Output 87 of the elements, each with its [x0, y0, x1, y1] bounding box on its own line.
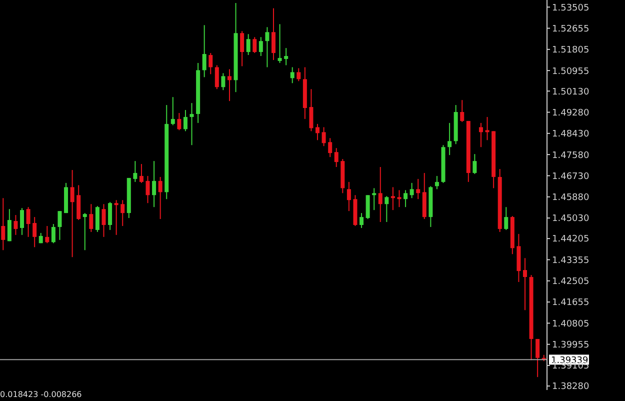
candlestick [20, 208, 24, 236]
candlestick [190, 102, 194, 146]
candlestick [265, 26, 270, 68]
candlestick [102, 204, 106, 238]
candlestick [70, 169, 74, 258]
candlestick [404, 190, 408, 208]
candlestick [309, 88, 314, 132]
candlestick [82, 212, 87, 251]
candlestick [114, 200, 118, 236]
candlestick [108, 202, 112, 230]
candlestick [366, 194, 370, 220]
y-tick-label: 1.38280 [552, 382, 590, 392]
y-tick-label: 1.45880 [552, 193, 590, 204]
candlestick [95, 206, 100, 232]
candlestick [322, 126, 326, 147]
candlestick [58, 210, 62, 240]
y-tick-label: 1.48430 [552, 130, 590, 140]
y-tick-label: 1.45030 [552, 214, 590, 224]
candlestick [372, 188, 376, 211]
candlestick [14, 214, 18, 236]
candlestick [434, 175, 439, 190]
text: 0.018423 -0.008266 [0, 390, 82, 400]
candlestick [296, 68, 301, 82]
y-tick-label: 1.39105 [552, 362, 590, 372]
y-tick-label: 1.46730 [552, 172, 590, 182]
candlestick [7, 208, 12, 242]
candlestick [1, 198, 6, 251]
candlestick [410, 182, 414, 199]
candlestick [448, 122, 452, 156]
candlestick [258, 36, 263, 56]
candlestick [346, 181, 351, 212]
candlestick [214, 64, 219, 90]
candlestick [183, 110, 188, 132]
candlestick [158, 176, 162, 220]
y-tick-label: 1.41655 [552, 298, 590, 308]
y-tick-label: 1.50130 [552, 87, 590, 98]
candlestick [316, 123, 320, 141]
candlestick [32, 216, 37, 248]
y-tick-label: 1.53505 [552, 3, 590, 14]
candlestick [177, 112, 182, 131]
candlestick [504, 206, 508, 230]
candlestick [252, 36, 257, 54]
y-tick-label: 1.49280 [552, 108, 590, 118]
candlestick [460, 100, 464, 122]
y-tick-label: 1.51805 [552, 46, 590, 56]
candlestick [202, 24, 206, 78]
candlestick [536, 338, 540, 378]
candlestick [328, 138, 332, 158]
candlestick [120, 200, 125, 226]
candlestick [334, 148, 338, 168]
candlestick [272, 8, 276, 60]
candlestick [397, 190, 402, 208]
candlestick [76, 184, 81, 221]
candlestick [45, 225, 50, 244]
y-tick-label: 1.39955 [552, 340, 590, 351]
y-tick-label: 1.44205 [552, 234, 590, 245]
candlestick [522, 258, 527, 311]
candlestick [227, 68, 232, 102]
y-tick-label: 1.43355 [552, 256, 590, 266]
candlestick [284, 48, 288, 66]
y-tick-label: 1.50955 [552, 66, 590, 77]
y-tick-label: 1.47580 [552, 150, 590, 161]
candlestick [360, 212, 364, 228]
candlestick [378, 166, 382, 223]
candlestick [472, 154, 477, 174]
candlestick [146, 175, 150, 204]
y-tick-label: 1.40805 [552, 319, 590, 330]
candlestick [152, 160, 156, 208]
y-tick-label: 1.42505 [552, 277, 590, 288]
candlestick [221, 72, 226, 91]
candlestick [278, 24, 282, 64]
candlestick [390, 186, 395, 211]
candlestick [384, 196, 389, 223]
candlestick [290, 66, 294, 84]
candlestick [208, 52, 213, 75]
candlestick [246, 34, 250, 56]
candlestick [51, 223, 56, 244]
candlestick [89, 204, 94, 232]
candlestick [133, 160, 138, 182]
candlestick [170, 96, 175, 126]
y-tick-label: 1.52655 [552, 24, 590, 34]
candlestick [240, 30, 244, 67]
candlestick [26, 206, 30, 238]
candlestick [416, 178, 420, 200]
candlestick [139, 164, 144, 184]
candlestick [485, 116, 490, 141]
candlestick [478, 122, 483, 148]
